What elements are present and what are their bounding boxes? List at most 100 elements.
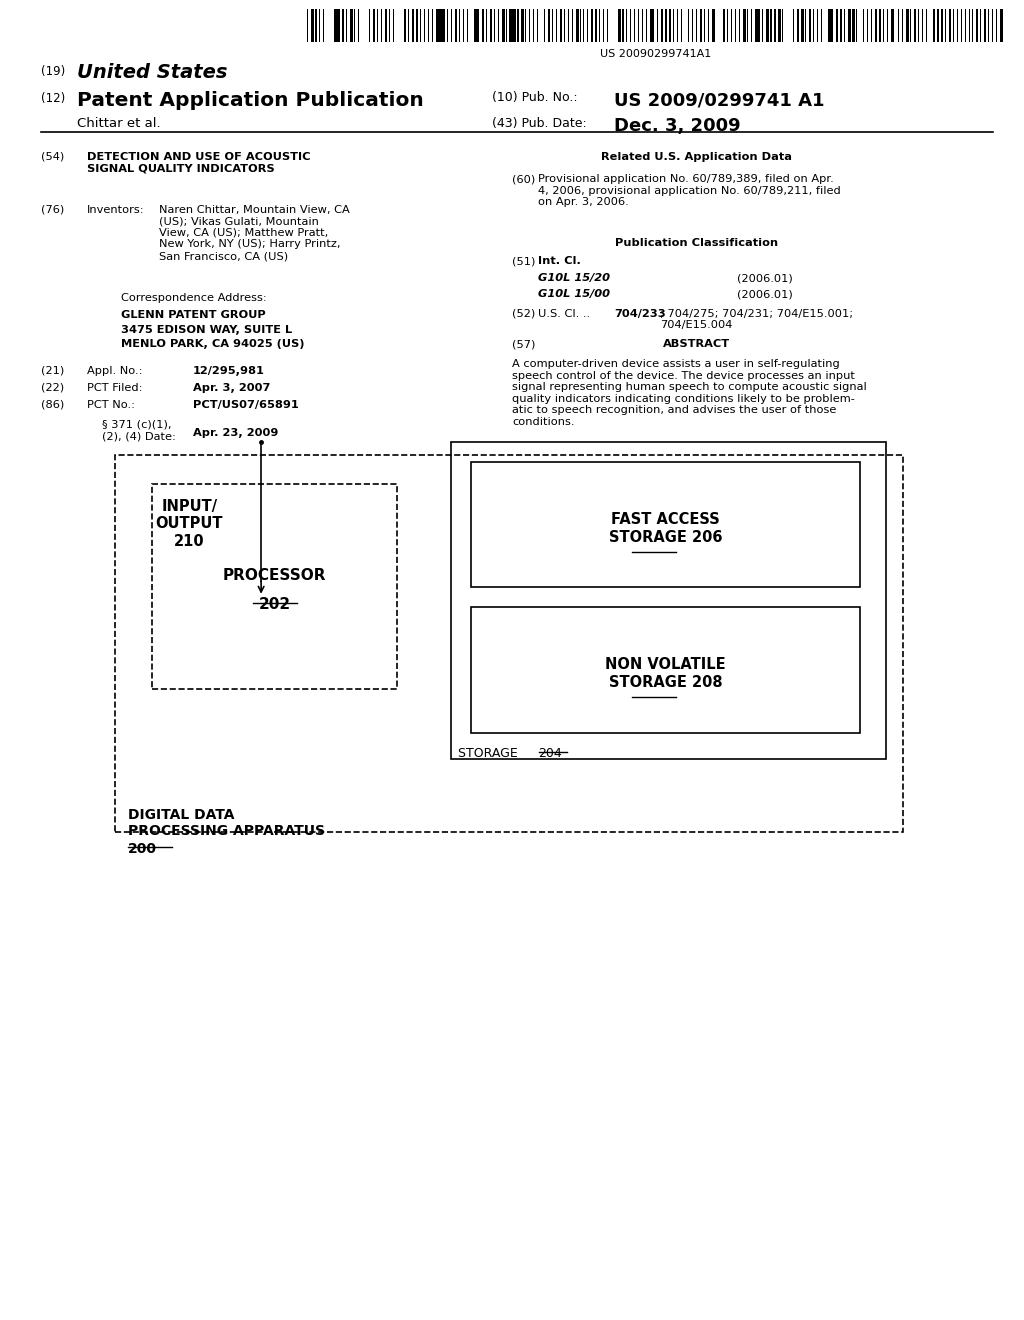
Bar	[774, 9, 775, 42]
Text: United States: United States	[77, 63, 227, 82]
Bar	[984, 9, 986, 42]
Bar	[443, 9, 444, 42]
Bar	[513, 9, 516, 42]
Bar	[708, 9, 710, 42]
Text: US 20090299741A1: US 20090299741A1	[600, 49, 711, 59]
Bar	[759, 9, 760, 42]
Text: (2006.01): (2006.01)	[737, 289, 793, 300]
Bar	[646, 9, 647, 42]
Text: § 371 (c)(1),
(2), (4) Date:: § 371 (c)(1), (2), (4) Date:	[102, 420, 176, 441]
Bar	[937, 9, 939, 42]
Bar	[595, 9, 597, 42]
Bar	[840, 9, 842, 42]
Text: (51): (51)	[512, 256, 536, 267]
Bar	[642, 9, 643, 42]
Text: 12/295,981: 12/295,981	[193, 366, 264, 376]
Text: (10) Pub. No.:: (10) Pub. No.:	[492, 91, 578, 104]
Bar	[673, 9, 675, 42]
Bar	[599, 9, 600, 42]
Bar	[335, 9, 338, 42]
Bar	[318, 9, 321, 42]
Bar	[918, 9, 920, 42]
Bar	[575, 9, 579, 42]
Text: GLENN PATENT GROUP: GLENN PATENT GROUP	[121, 310, 265, 321]
Bar	[521, 9, 524, 42]
Bar	[969, 9, 970, 42]
Bar	[510, 9, 513, 42]
Bar	[700, 9, 701, 42]
Bar	[560, 9, 561, 42]
Bar	[766, 9, 769, 42]
Bar	[455, 9, 457, 42]
Text: 3475 EDISON WAY, SUITE L: 3475 EDISON WAY, SUITE L	[121, 325, 292, 335]
Bar	[350, 9, 353, 42]
Bar	[879, 9, 881, 42]
Bar	[746, 9, 749, 42]
Bar	[976, 9, 978, 42]
Bar	[681, 9, 682, 42]
Text: (54): (54)	[41, 152, 65, 162]
Text: Naren Chittar, Mountain View, CA
(US); Vikas Gulati, Mountain
View, CA (US); Mat: Naren Chittar, Mountain View, CA (US); V…	[159, 205, 349, 261]
Text: G10L 15/20: G10L 15/20	[538, 273, 609, 284]
Bar	[416, 9, 418, 42]
Text: Correspondence Address:: Correspondence Address:	[121, 293, 266, 304]
Bar	[506, 9, 507, 42]
Text: Chittar et al.: Chittar et al.	[77, 117, 161, 131]
Bar	[949, 9, 950, 42]
Text: G10L 15/00: G10L 15/00	[538, 289, 609, 300]
Bar	[152, 484, 397, 689]
Text: (86): (86)	[41, 400, 65, 411]
Text: (22): (22)	[41, 383, 65, 393]
Text: NON VOLATILE
STORAGE 208: NON VOLATILE STORAGE 208	[605, 657, 726, 690]
Bar	[115, 455, 903, 832]
Text: MENLO PARK, CA 94025 (US): MENLO PARK, CA 94025 (US)	[121, 339, 304, 350]
Bar	[591, 9, 593, 42]
Bar	[471, 607, 860, 733]
Bar	[848, 9, 851, 42]
Bar	[801, 9, 804, 42]
Bar	[926, 9, 928, 42]
Text: Apr. 3, 2007: Apr. 3, 2007	[193, 383, 270, 393]
Text: (21): (21)	[41, 366, 65, 376]
Bar	[914, 9, 915, 42]
Bar	[338, 9, 340, 42]
Text: Appl. No.:: Appl. No.:	[87, 366, 142, 376]
Bar	[809, 9, 811, 42]
Text: U.S. Cl. ..: U.S. Cl. ..	[538, 309, 590, 319]
Bar	[852, 9, 855, 42]
Text: FAST ACCESS
STORAGE 206: FAST ACCESS STORAGE 206	[609, 512, 722, 545]
Bar	[712, 9, 715, 42]
Bar	[471, 462, 860, 587]
Bar	[315, 9, 316, 42]
Bar	[934, 9, 935, 42]
Bar	[999, 9, 1002, 42]
Bar	[374, 9, 375, 42]
Text: Dec. 3, 2009: Dec. 3, 2009	[614, 117, 741, 136]
Text: PCT No.:: PCT No.:	[87, 400, 135, 411]
Text: Publication Classification: Publication Classification	[614, 238, 778, 248]
Text: PROCESSOR: PROCESSOR	[222, 568, 327, 582]
Text: PCT/US07/65891: PCT/US07/65891	[193, 400, 298, 411]
Text: DETECTION AND USE OF ACOUSTIC
SIGNAL QUALITY INDICATORS: DETECTION AND USE OF ACOUSTIC SIGNAL QUA…	[87, 152, 310, 173]
Text: ABSTRACT: ABSTRACT	[663, 339, 730, 350]
Text: Patent Application Publication: Patent Application Publication	[77, 91, 424, 110]
Text: (52): (52)	[512, 309, 536, 319]
Bar	[665, 9, 667, 42]
Text: PCT Filed:: PCT Filed:	[87, 383, 142, 393]
Text: ; 704/275; 704/231; 704/E15.001;
704/E15.004: ; 704/275; 704/231; 704/E15.001; 704/E15…	[660, 309, 854, 330]
Bar	[837, 9, 838, 42]
Bar	[482, 9, 483, 42]
Bar	[649, 9, 652, 42]
Bar	[490, 9, 492, 42]
Text: (19): (19)	[41, 65, 66, 78]
Bar	[549, 9, 550, 42]
Bar	[603, 9, 604, 42]
Bar	[424, 9, 425, 42]
Bar	[992, 9, 993, 42]
Text: Provisional application No. 60/789,389, filed on Apr.
4, 2006, provisional appli: Provisional application No. 60/789,389, …	[538, 174, 841, 207]
Bar	[568, 9, 569, 42]
Text: (2006.01): (2006.01)	[737, 273, 793, 284]
Text: 704/233: 704/233	[614, 309, 667, 319]
Text: Inventors:: Inventors:	[87, 205, 144, 215]
Bar	[941, 9, 943, 42]
